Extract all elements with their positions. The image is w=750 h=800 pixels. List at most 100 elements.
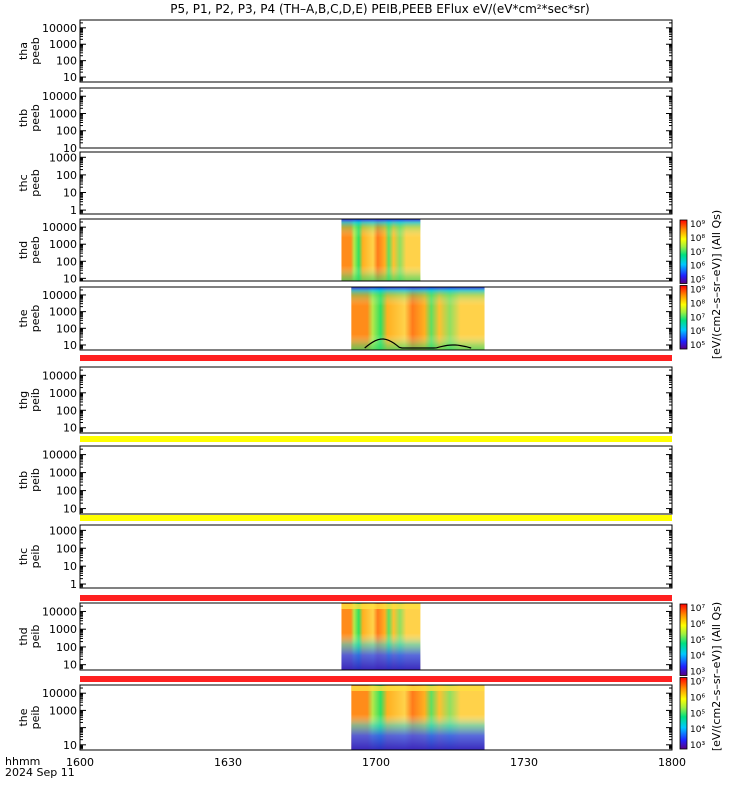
panel-probe-label: thd [17, 627, 30, 645]
panel-thc_peeb_a: 10 100 1000 10000 tha peeb [17, 19, 673, 84]
colorbar-units-label: [eV/(cm2–s–sr–eV)] (All Qs) [710, 210, 723, 359]
y-tick-label: 100 [56, 169, 77, 182]
panel-probe-label: thc [17, 174, 30, 191]
panel-product-label: peib [29, 625, 42, 649]
colorbar-tick-label: 10⁹ [690, 286, 705, 296]
colorbar-tick-label: 10³ [690, 668, 705, 678]
panel-frame [79, 87, 673, 149]
spacecraft-potential-curve [364, 338, 472, 349]
y-tick-label: 10000 [42, 605, 77, 618]
colorbar-tick-label: 10⁷ [690, 678, 705, 688]
y-tick-label: 10000 [42, 22, 77, 35]
colorbar-scale [679, 285, 688, 350]
y-tick-label: 10000 [42, 369, 77, 382]
colorbar-tick-label: 10⁷ [690, 313, 705, 323]
y-tick-label: 10 [63, 422, 77, 435]
panel-probe-label: the [17, 309, 30, 327]
panel-thd_peib: 10 100 1000 10000 thd peib [17, 602, 673, 672]
panel-the_peib: 10 1000 10000 the peib [17, 684, 673, 752]
y-tick-label: 100 [56, 404, 77, 417]
x-tick-label: 1600 [66, 756, 94, 769]
y-tick-label: 1000 [49, 524, 77, 537]
panel-thc_peib: 1 10 100 1000 thc peib [17, 524, 673, 591]
panel-frame [79, 524, 673, 589]
spectrogram-shading [351, 287, 485, 350]
time-axis: hhmm 2024 Sep 11 1600 1630 1700 1730 1800 [5, 755, 686, 779]
panel-frame [79, 218, 673, 282]
quality-flag-bar-yellow [80, 515, 672, 521]
y-tick-label: 1000 [49, 306, 77, 319]
panel-probe-label: thg [17, 391, 30, 409]
colorbar-tick-label: 10⁷ [690, 248, 705, 258]
panel-product-label: peeb [29, 236, 42, 264]
colorbar-tick-label: 10⁴ [690, 725, 705, 735]
panel-thb_peib: 10 100 1000 10000 thb peib [17, 445, 673, 516]
spectrogram-shading [351, 685, 485, 750]
quality-flag-bar-yellow [80, 436, 672, 442]
y-tick-label: 10 [63, 142, 77, 155]
panel-thb_peeb: 10 100 1000 10000 thb peeb [17, 87, 673, 155]
y-tick-label: 10 [63, 503, 77, 516]
panel-product-label: peeb [29, 305, 42, 333]
quality-flag-bar-red [80, 595, 672, 601]
panel-probe-label: thb [17, 109, 30, 127]
y-tick-label: 1 [70, 578, 77, 591]
panel-frame [79, 366, 673, 434]
y-tick-label: 10000 [42, 289, 77, 302]
colorbar-scale [679, 677, 688, 750]
quality-flag-bar-red [80, 676, 672, 682]
spectrogram-shading [341, 219, 421, 281]
panel-product-label: peib [29, 545, 42, 569]
panel-product-label: peeb [29, 169, 42, 197]
y-tick-label: 1000 [49, 107, 77, 120]
y-tick-label: 100 [56, 322, 77, 335]
colorbar-tick-label: 10⁶ [690, 693, 705, 703]
colorbar-tick-label: 10⁸ [690, 299, 705, 309]
colorbar-tick-label: 10⁸ [690, 234, 705, 244]
y-tick-label: 1000 [49, 38, 77, 51]
quality-flag-bar-red [80, 355, 672, 361]
colorbar-tick-label: 10⁵ [690, 636, 705, 646]
colorbar-units-label: [eV/(cm2–s–sr–eV)] (All Qs) [710, 602, 723, 751]
colorbar-tick-label: 10⁵ [690, 341, 705, 351]
panel-thc_peeb: 1 10 100 1000 thc peeb [17, 151, 673, 217]
colorbar-tick-label: 10⁵ [690, 709, 705, 719]
panel-the_peeb: 10 100 1000 10000 the peeb [17, 286, 673, 352]
y-tick-label: 1000 [49, 151, 77, 164]
y-tick-label: 1000 [49, 623, 77, 636]
colorbar-tick-label: 10⁶ [690, 262, 705, 272]
colorbar-tick-label: 10⁶ [690, 620, 705, 630]
panel-product-label: peib [29, 468, 42, 492]
x-axis-label-date: 2024 Sep 11 [5, 766, 75, 779]
x-axis-label-hhmm: hhmm [5, 755, 40, 768]
x-tick-label: 1700 [362, 756, 390, 769]
y-tick-label: 10 [63, 659, 77, 672]
figure-title: P5, P1, P2, P3, P4 (TH–A,B,C,D,E) PEIB,P… [170, 2, 589, 16]
panel-probe-label: the [17, 708, 30, 726]
y-tick-label: 1000 [49, 467, 77, 480]
y-tick-label: 10 [63, 71, 77, 84]
panel-thd_peeb: 10 100 1000 10000 thd peeb [17, 218, 673, 285]
y-tick-label: 10000 [42, 449, 77, 462]
panel-frame [79, 445, 673, 515]
x-tick-label: 1800 [658, 756, 686, 769]
panel-product-label: peeb [29, 104, 42, 132]
y-tick-label: 100 [56, 55, 77, 68]
y-tick-label: 10 [63, 339, 77, 352]
panel-thg_peib: 10 100 1000 10000 thg peib [17, 366, 673, 435]
panel-product-label: peib [29, 706, 42, 730]
colorbar-tick-label: 10⁵ [690, 276, 705, 286]
y-tick-label: 1 [70, 204, 77, 217]
colorbar-scale [679, 603, 688, 676]
panel-probe-label: thc [17, 548, 30, 565]
panel-probe-label: thd [17, 241, 30, 259]
y-tick-label: 100 [56, 641, 77, 654]
panel-probe-label: thb [17, 471, 30, 489]
y-tick-label: 10 [63, 560, 77, 573]
y-tick-label: 1000 [49, 238, 77, 251]
